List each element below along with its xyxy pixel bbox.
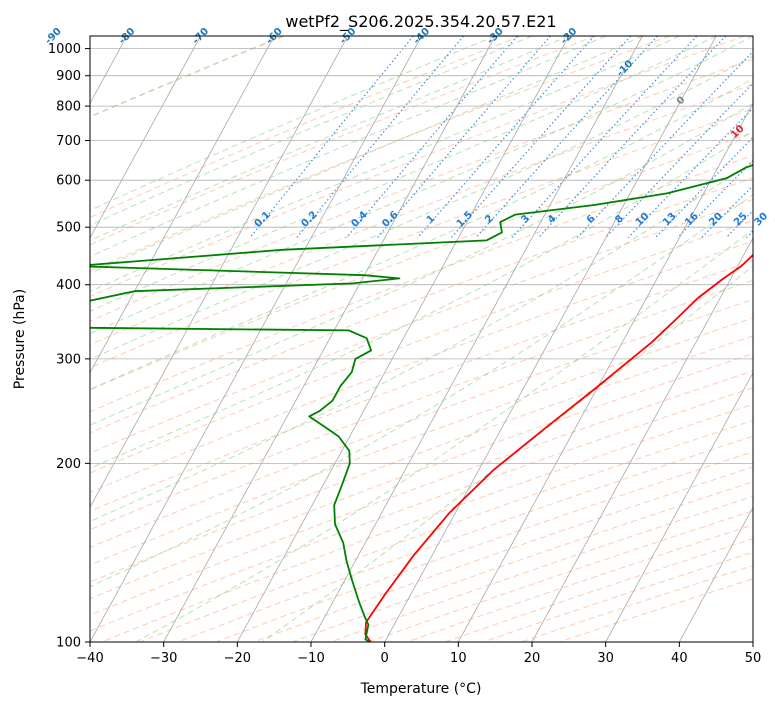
- y-axis-label: Pressure (hPa): [12, 289, 28, 389]
- y-tick-label: 700: [56, 134, 81, 149]
- x-tick-label: −20: [224, 651, 251, 666]
- mixing-ratio-line: [249, 36, 414, 239]
- dry-adiabat-line: [90, 240, 753, 493]
- dry-adiabat-line: [90, 260, 753, 512]
- moist-adiabat-line: [90, 36, 680, 292]
- moist-adiabat-line: [90, 160, 753, 523]
- isotherm-line: [90, 36, 422, 642]
- mixing-ratio-line: [767, 36, 775, 238]
- dry-adiabat-line: [90, 131, 753, 391]
- mixing-ratio-line: [346, 36, 518, 239]
- chart-title: wetPf2_S206.2025.354.20.57.E21: [285, 12, 556, 32]
- mixing-ratio-line: [450, 36, 632, 239]
- dry-adiabat-line: [90, 387, 753, 632]
- x-tick-label: −40: [76, 651, 103, 666]
- plot-area: [90, 36, 753, 642]
- dry-adiabat-line: [90, 298, 753, 549]
- dry-adiabat-line: [90, 36, 745, 298]
- mixing-ratio-line: [417, 36, 595, 239]
- mixing-ratio-line: [511, 36, 698, 239]
- x-tick-label: −30: [150, 651, 177, 666]
- dry-adiabat-line: [90, 177, 753, 434]
- axes: −40 −30 −20 −10 0 10 20 30 40 50 100 200 300 400 500 60…: [48, 42, 761, 666]
- y-tick-label: 600: [56, 174, 81, 189]
- dry-adiabat-line: [90, 36, 596, 246]
- tan-reference-line: [90, 36, 284, 118]
- moist-adiabat-line: [90, 36, 753, 335]
- mixing-ratio-line: [376, 36, 551, 239]
- y-tick-label: 200: [56, 457, 81, 472]
- isotherm-line: [90, 36, 275, 374]
- y-tick-label: 900: [56, 69, 81, 84]
- isotherm-line: [90, 36, 201, 239]
- x-tick-label: 50: [745, 651, 762, 666]
- isotherm-line: [531, 237, 753, 642]
- isotherm-line: [384, 36, 717, 642]
- y-tick-label: 100: [56, 636, 81, 651]
- dry-adiabat-line: [90, 155, 753, 413]
- moist-adiabat-line: [90, 130, 753, 469]
- isotherm-line: [457, 102, 753, 642]
- moist-adiabat-line: [90, 36, 496, 211]
- y-tick-label: 300: [56, 352, 81, 367]
- x-axis-label: Temperature (°C): [360, 681, 482, 697]
- isotherm-line: [310, 36, 643, 642]
- temperature-profile-line: [364, 243, 753, 642]
- isotherm-line: [678, 506, 753, 642]
- mixing-ratio-line: [701, 184, 753, 239]
- y-tick-label: 1000: [48, 42, 81, 57]
- moist-adiabat-line: [90, 36, 717, 312]
- dry-adiabat-line: [90, 36, 521, 219]
- x-tick-label: 20: [524, 651, 541, 666]
- isotherm-line: [752, 641, 753, 642]
- mixing-ratio-label: 30: [753, 211, 771, 229]
- isotherm-line: [236, 36, 570, 642]
- x-tick-label: 0: [381, 651, 389, 666]
- isotherm-line: [163, 36, 496, 642]
- dry-adiabat-line: [90, 353, 753, 600]
- x-tick-label: 10: [450, 651, 467, 666]
- x-tick-label: 40: [671, 651, 688, 666]
- pressure-grid: [90, 48, 753, 642]
- mixing-ratio-line: [537, 36, 727, 239]
- dewpoint-profile-line: [90, 163, 753, 642]
- x-tick-label: 30: [597, 651, 614, 666]
- y-tick-label: 500: [56, 221, 81, 236]
- mixing-ratio-label: 36: [773, 211, 775, 229]
- x-tick-label: −10: [297, 651, 324, 666]
- y-tick-label: 800: [56, 100, 81, 115]
- isotherm-line: [90, 36, 349, 509]
- plot-frame: [89, 35, 754, 643]
- dry-adiabat-line: [90, 317, 753, 566]
- mixing-ratio-line: [576, 50, 753, 239]
- isotherm-line: [605, 371, 753, 642]
- mixing-ratio-line: [475, 36, 659, 239]
- y-tick-label: 400: [56, 278, 81, 293]
- series-group: [90, 163, 753, 642]
